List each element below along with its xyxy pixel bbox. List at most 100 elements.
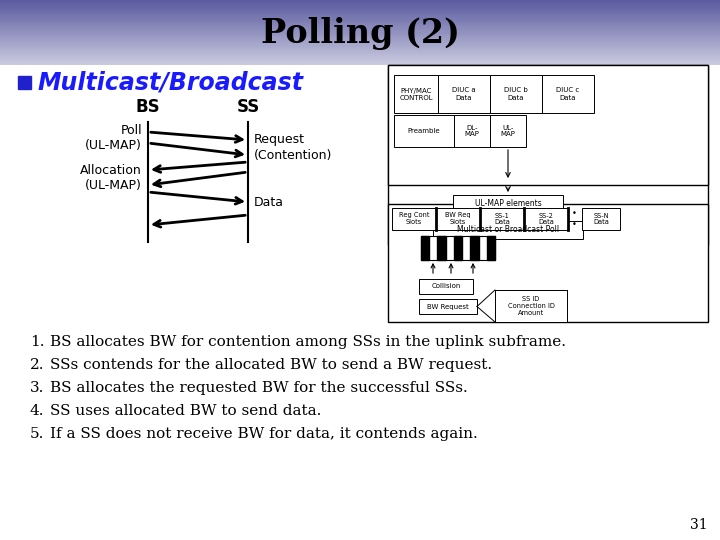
Text: DIUC a
Data: DIUC a Data [452,87,476,100]
Bar [0,57,720,58]
Bar [0,4,720,5]
Bar [0,10,720,11]
Bar [0,1,720,2]
Bar [438,75,490,113]
Text: BW Request: BW Request [427,303,469,309]
Text: UL-
MAP: UL- MAP [500,125,516,138]
Bar [0,9,720,10]
Bar [0,63,720,64]
Bar [0,27,720,28]
Text: DIUC b
Data: DIUC b Data [504,87,528,100]
Bar [0,41,720,42]
Bar [495,290,567,322]
Bar [0,64,720,65]
Bar [0,6,720,8]
Bar [0,32,720,33]
Bar [0,15,720,16]
Bar [0,30,720,31]
Bar [480,208,524,230]
Bar [0,59,720,60]
Bar [0,22,720,23]
Bar [388,65,708,245]
Bar [0,3,720,4]
Text: Preamble: Preamble [408,128,441,134]
Text: 31: 31 [690,518,708,532]
Text: PHY/MAC
CONTROL: PHY/MAC CONTROL [399,87,433,100]
Bar [0,33,720,35]
Text: DL-
MAP: DL- MAP [464,125,480,138]
Bar [582,208,620,230]
Bar [490,75,542,113]
Bar [0,21,720,22]
Bar [0,19,720,21]
Bar [18,76,31,89]
Bar [0,28,720,29]
Text: 2.: 2. [30,358,45,372]
Bar [0,46,720,48]
Bar [0,39,720,40]
Bar [0,2,720,3]
Bar [0,60,720,62]
Bar [0,8,720,9]
Text: SS: SS [236,98,260,116]
Bar [0,17,720,18]
Bar [490,115,526,147]
Bar [421,236,495,260]
Bar [421,236,429,260]
Text: SS uses allocated BW to send data.: SS uses allocated BW to send data. [50,404,321,418]
Text: SSs contends for the allocated BW to send a BW request.: SSs contends for the allocated BW to sen… [50,358,492,372]
Bar [0,65,720,540]
Text: SS-N
Data: SS-N Data [593,213,609,226]
Bar [0,45,720,46]
Bar [0,53,720,54]
Text: Request
(Contention): Request (Contention) [254,133,333,161]
Text: Multicast/Broadcast: Multicast/Broadcast [38,70,304,94]
Bar [0,44,720,45]
Bar [487,236,495,260]
Bar [419,279,473,294]
Bar [453,195,563,213]
Text: 5.: 5. [30,427,45,441]
Bar [388,65,708,185]
Bar [0,24,720,25]
Bar [524,208,568,230]
Bar [0,62,720,63]
Bar [0,18,720,19]
Text: Reg Cont
Slots: Reg Cont Slots [399,213,429,226]
Text: BW Req
Slots: BW Req Slots [445,213,471,226]
Bar [0,0,720,1]
Bar [433,221,583,239]
Bar [454,115,490,147]
Bar [0,48,720,49]
Text: Multicast or Broadcast Poll: Multicast or Broadcast Poll [457,226,559,234]
Bar [388,204,708,322]
Text: Polling (2): Polling (2) [261,17,459,50]
Text: Data: Data [254,195,284,208]
Bar [0,29,720,30]
Bar [0,25,720,26]
Bar [0,40,720,41]
Text: BS allocates the requested BW for the successful SSs.: BS allocates the requested BW for the su… [50,381,468,395]
Text: BS allocates BW for contention among SSs in the uplink subframe.: BS allocates BW for contention among SSs… [50,335,566,349]
Text: BS: BS [135,98,161,116]
Text: DIUC c
Data: DIUC c Data [557,87,580,100]
Text: •
•: • • [572,210,577,229]
Bar [0,16,720,17]
Text: Allocation
(UL-MAP): Allocation (UL-MAP) [80,164,142,192]
Bar [0,36,720,37]
Bar [0,52,720,53]
Bar [0,23,720,24]
Bar [436,208,480,230]
Bar [0,49,720,50]
Bar [0,51,720,52]
Text: SS-2
Data: SS-2 Data [538,213,554,226]
Bar [0,54,720,55]
Bar [392,208,436,230]
Bar [438,236,446,260]
Text: SS-1
Data: SS-1 Data [494,213,510,226]
Bar [0,38,720,39]
Bar [0,5,720,6]
Bar [0,42,720,43]
Bar [0,11,720,12]
Bar [0,43,720,44]
